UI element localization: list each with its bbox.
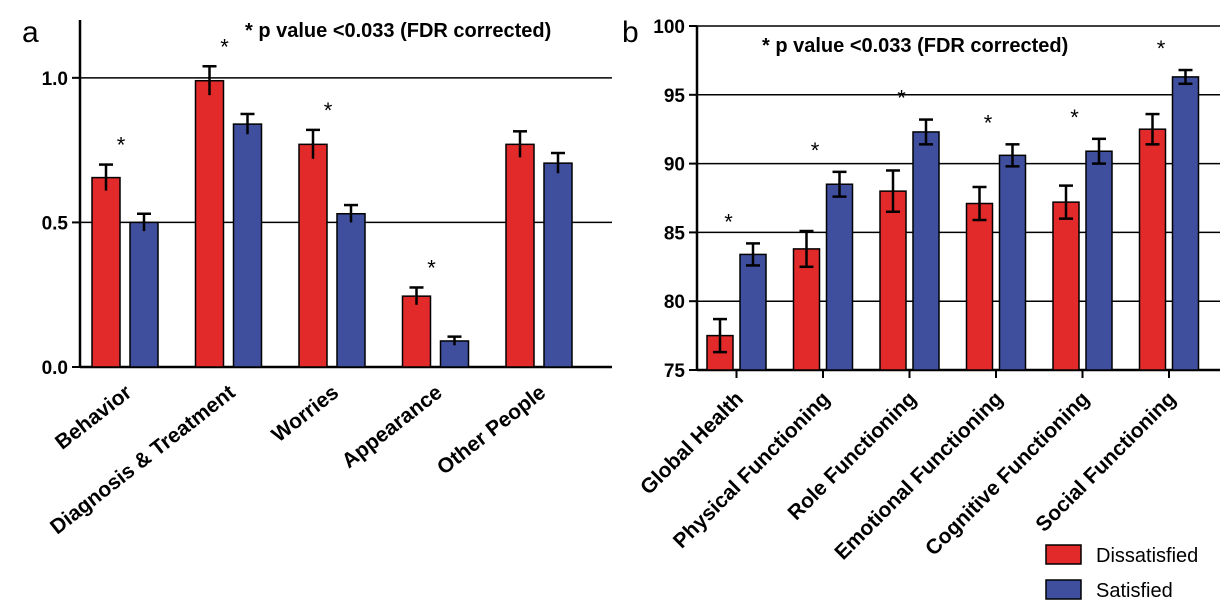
significance-star: * [220,34,229,59]
significance-star: * [897,86,906,111]
category-label: Diagnosis & Treatment [46,381,239,539]
bar-dissatisfied [1052,201,1080,371]
significance-star: * [427,255,436,280]
category-label: Other People [433,381,550,480]
bar-dissatisfied [401,295,432,368]
y-tick-label: 85 [664,223,686,244]
significance-star: * [984,110,993,135]
category-label: Worries [268,381,343,447]
significance-star: * [811,138,820,163]
y-tick-label: 100 [653,17,685,38]
bar-dissatisfied [965,202,994,371]
legend-label-satisfied: Satisfied [1096,580,1173,602]
bar-dissatisfied [505,143,535,368]
bar-satisfied [1171,76,1200,371]
bar-dissatisfied [879,190,907,371]
bar-satisfied [232,123,263,368]
bar-satisfied [336,212,366,368]
significance-star: * [117,133,126,158]
y-tick-label: 80 [664,292,685,313]
panel-b: b * p value <0.033 (FDR corrected) 75 80 8… [622,16,1220,564]
panel-a-significance-note: * p value <0.033 (FDR corrected) [245,20,551,42]
significance-star: * [1157,36,1166,61]
category-label: Cognitive Functioning [921,387,1094,560]
significance-star: * [1070,105,1079,130]
category-label: Appearance [338,381,447,473]
y-tick-label: 90 [664,155,685,176]
y-tick-label: 1.0 [42,69,68,90]
significance-star: * [724,209,733,234]
bar-dissatisfied [194,79,225,368]
bar-satisfied [129,221,159,368]
bar-satisfied [912,131,940,371]
bar-dissatisfied [792,248,821,371]
bar-dissatisfied [1138,128,1167,371]
bar-satisfied [543,162,573,368]
category-label: Social Functioning [1031,387,1180,536]
legend-swatch-dissatisfied [1045,544,1082,565]
panel-a: a * p value <0.033 (FDR corrected) 0.0 0.… [22,16,612,539]
panel-b-letter: b [622,16,639,49]
significance-star: * [324,98,333,123]
legend-swatch-satisfied [1045,579,1082,600]
y-tick-label: 0.0 [42,358,68,379]
bar-satisfied [998,154,1027,371]
category-label: Physical Functioning [669,387,835,553]
bar-satisfied [825,183,854,371]
y-tick-label: 0.5 [42,213,69,234]
category-label: Emotional Functioning [830,387,1007,564]
bar-dissatisfied [91,176,121,368]
bar-dissatisfied [298,143,328,368]
panel-b-significance-note: * p value <0.033 (FDR corrected) [762,35,1068,57]
bar-satisfied [1085,150,1113,371]
y-tick-label: 75 [664,361,686,382]
legend-label-dissatisfied: Dissatisfied [1096,545,1198,567]
y-tick-label: 95 [664,86,686,107]
bar-satisfied [739,253,767,371]
category-label: Behavior [51,381,136,454]
panel-a-letter: a [22,16,39,49]
legend: Dissatisfied Satisfied [1045,544,1198,602]
